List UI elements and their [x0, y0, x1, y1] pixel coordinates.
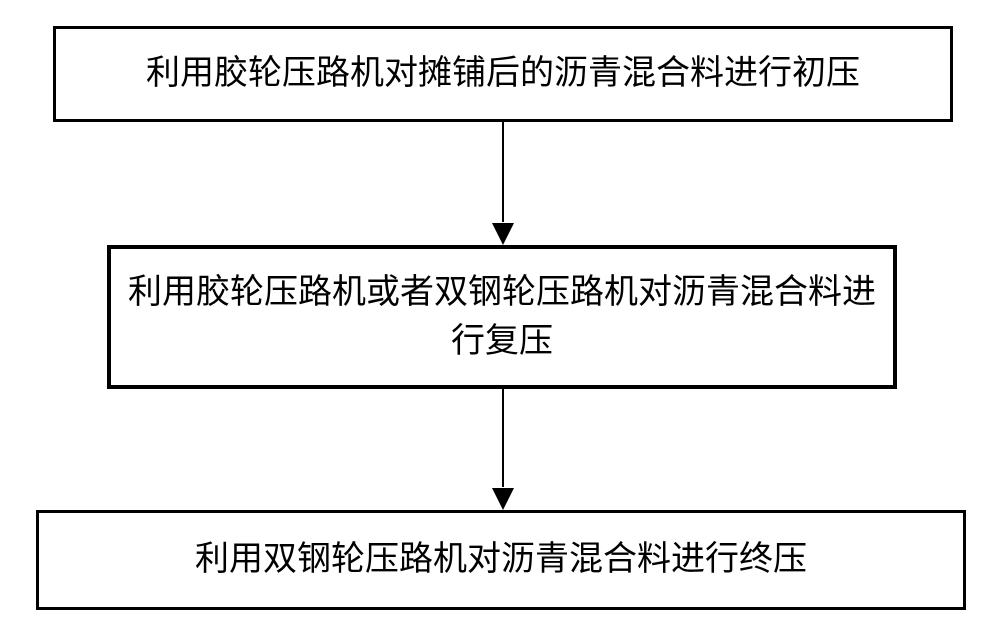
flowchart-canvas: 利用胶轮压路机对摊铺后的沥青混合料进行初压 利用胶轮压路机或者双钢轮压路机对沥青… [0, 0, 1000, 638]
flowchart-edge-2-line [502, 389, 504, 487]
flowchart-node-2-text: 利用胶轮压路机或者双钢轮压路机对沥青混合料进行复压 [119, 268, 885, 367]
flowchart-edge-2-head [492, 488, 514, 510]
flowchart-node-3-text: 利用双钢轮压路机对沥青混合料进行终压 [195, 535, 807, 584]
flowchart-edge-1-line [502, 122, 504, 222]
flowchart-node-1-text: 利用胶轮压路机对摊铺后的沥青混合料进行初压 [146, 49, 860, 98]
flowchart-node-1: 利用胶轮压路机对摊铺后的沥青混合料进行初压 [53, 26, 953, 122]
flowchart-node-3: 利用双钢轮压路机对沥青混合料进行终压 [36, 510, 966, 610]
flowchart-edge-1-head [492, 223, 514, 245]
flowchart-node-2: 利用胶轮压路机或者双钢轮压路机对沥青混合料进行复压 [107, 245, 897, 389]
